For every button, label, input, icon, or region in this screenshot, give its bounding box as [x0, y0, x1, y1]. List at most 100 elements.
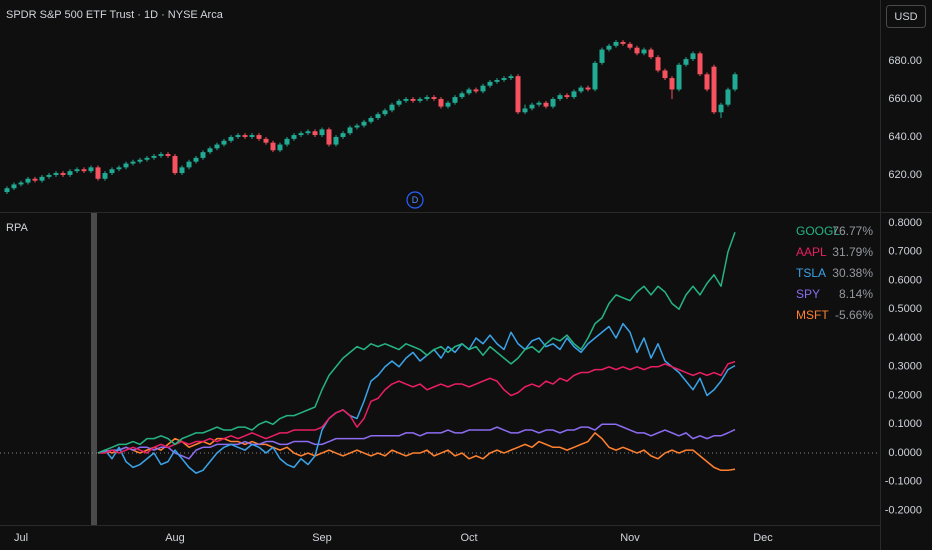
candle-body [235, 135, 241, 137]
chart-title: SPDR S&P 500 ETF Trust · 1D · NYSE Arca [6, 9, 224, 21]
candle-body [501, 78, 507, 80]
candle-body [39, 176, 45, 181]
candle-body [158, 154, 164, 156]
candle-body [578, 87, 584, 92]
legend-name: TSLA [796, 266, 826, 280]
candle-body [648, 49, 654, 58]
x-tick-label: Oct [460, 532, 477, 544]
candle-body [697, 53, 703, 75]
candle-body [333, 136, 339, 145]
legend-value: 8.14% [839, 287, 873, 301]
candle-body [305, 131, 311, 134]
candle-body [137, 159, 143, 162]
candle-body [354, 125, 360, 128]
candle-body [25, 178, 31, 183]
event-marker[interactable]: D [412, 195, 419, 205]
candle-body [466, 89, 472, 94]
candle-body [144, 157, 150, 160]
y-tick-label: 0.5000 [888, 303, 922, 315]
currency-label[interactable]: USD [894, 11, 917, 23]
candle-body [361, 121, 367, 126]
candle-body [151, 155, 157, 158]
candle-body [438, 98, 444, 107]
legend-value: 31.79% [832, 245, 873, 259]
candle-body [46, 174, 52, 177]
candle-body [18, 182, 24, 185]
candle-body [130, 161, 136, 164]
candle-body [88, 167, 94, 172]
event-marker-circle[interactable] [406, 191, 424, 209]
y-tick-label: 0.6000 [888, 274, 922, 286]
candle-body [284, 138, 290, 145]
candle-body [704, 74, 710, 90]
candle-body [669, 78, 675, 90]
candle-body [81, 169, 87, 172]
candle-body [242, 135, 248, 137]
candle-body [116, 167, 122, 170]
candle-body [298, 133, 304, 136]
candle-body [277, 144, 283, 151]
candle-body [270, 142, 276, 151]
candle-body [536, 102, 542, 105]
candle-body [389, 104, 395, 111]
x-tick-label: Aug [165, 532, 185, 544]
candle-body [193, 157, 199, 162]
legend-name: SPY [796, 287, 820, 301]
candle-body [347, 127, 353, 134]
candle-body [676, 64, 682, 90]
candle-body [263, 138, 269, 143]
candle-body [207, 148, 213, 153]
series-line [98, 360, 736, 454]
candle-body [228, 136, 234, 141]
x-tick-label: Nov [620, 532, 640, 544]
y-tick-label: 620.00 [888, 169, 922, 181]
candle-body [445, 102, 451, 107]
candle-body [473, 89, 479, 92]
series-line [97, 232, 736, 454]
candle-body [662, 70, 668, 79]
candle-body [606, 45, 612, 50]
candle-body [634, 47, 640, 54]
candle-body [340, 133, 346, 137]
candle-body [417, 98, 423, 101]
candle-body [375, 114, 381, 118]
candle-body [515, 76, 521, 113]
candle-body [508, 76, 514, 79]
candle-body [627, 43, 633, 48]
candle-body [683, 59, 689, 65]
x-tick-label: Sep [312, 532, 332, 544]
candle-body [53, 173, 59, 175]
candle-body [564, 95, 570, 98]
candle-body [256, 135, 262, 139]
currency-button[interactable] [886, 5, 926, 28]
candle-body [431, 97, 437, 99]
candle-body [655, 57, 661, 71]
y-tick-label: 680.00 [888, 55, 922, 67]
candle-body [74, 169, 80, 172]
candle-body [690, 53, 696, 60]
candle-body [95, 167, 101, 179]
candle-body [312, 131, 318, 136]
y-tick-label: 0.7000 [888, 246, 922, 258]
candle-body [571, 91, 577, 98]
candle-body [487, 81, 493, 86]
candle-body [382, 110, 388, 115]
legend-name: AAPL [796, 245, 827, 259]
y-tick-label: 0.1000 [888, 418, 922, 430]
candle-body [186, 161, 192, 168]
candle-body [711, 66, 717, 113]
candle-body [620, 41, 626, 44]
y-tick-label: -0.1000 [885, 476, 922, 488]
x-tick-label: Dec [753, 532, 773, 544]
candle-body [613, 41, 619, 46]
series-line [97, 432, 736, 472]
candle-body [214, 144, 220, 149]
legend-value: -5.66% [835, 308, 873, 322]
series-line [97, 423, 736, 460]
y-tick-label: 0.3000 [888, 361, 922, 373]
candle-body [585, 87, 591, 90]
series-line [97, 322, 736, 474]
